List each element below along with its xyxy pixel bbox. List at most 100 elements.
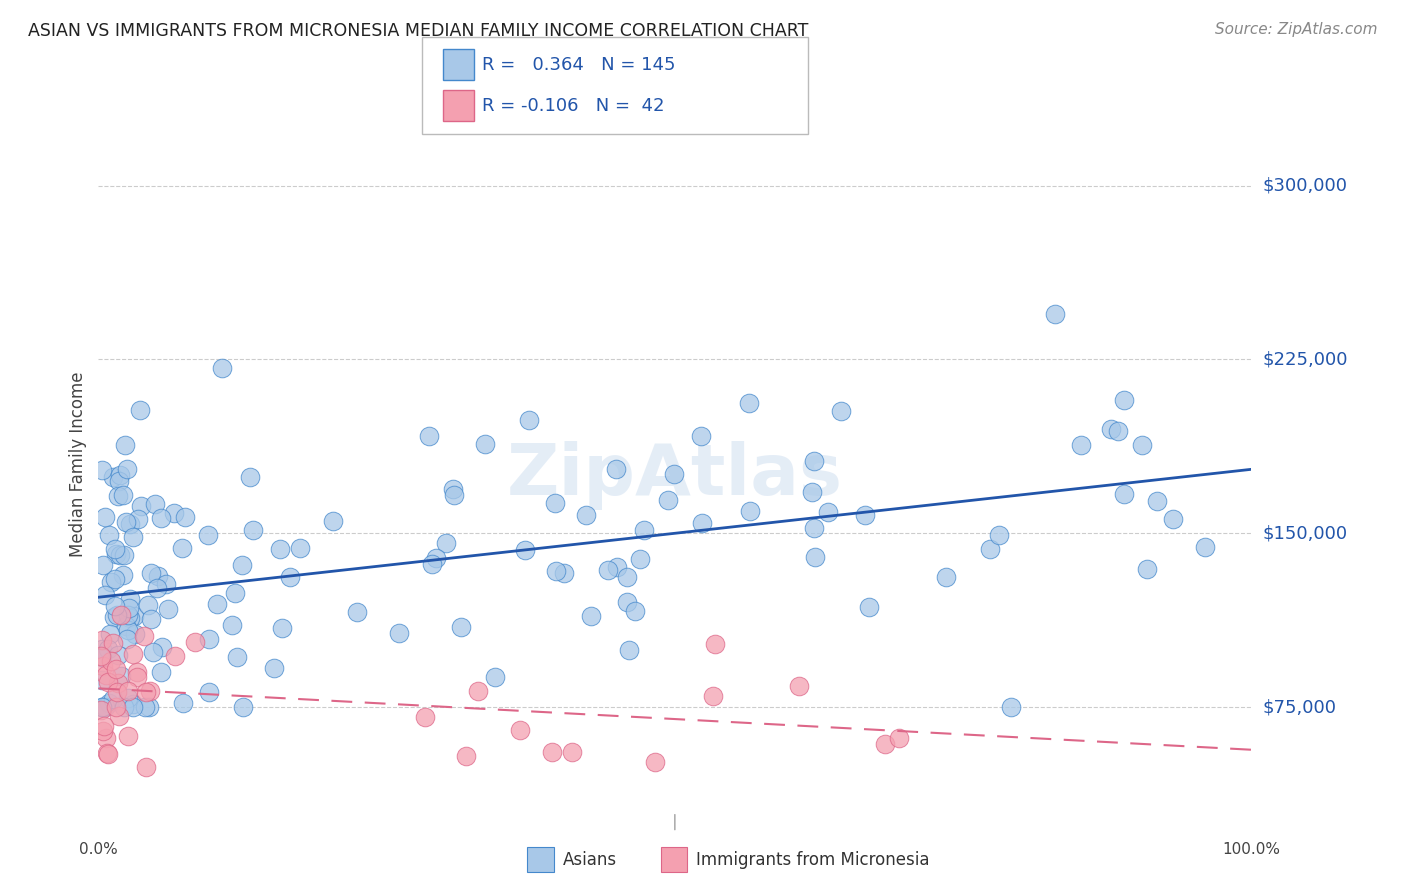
Point <box>94 588 117 602</box>
Point <box>388 626 411 640</box>
Point <box>139 684 162 698</box>
Point <box>136 598 159 612</box>
Point <box>104 547 127 561</box>
Point <box>174 510 197 524</box>
Text: $225,000: $225,000 <box>1263 351 1348 368</box>
Point <box>242 523 264 537</box>
Point <box>346 605 368 619</box>
Point <box>97 642 120 657</box>
Point <box>149 511 172 525</box>
Point <box>624 604 647 618</box>
Point <box>118 600 141 615</box>
Point <box>278 570 301 584</box>
Point <box>101 636 124 650</box>
Point <box>269 542 291 557</box>
Point <box>553 566 575 581</box>
Point <box>135 760 157 774</box>
Point <box>803 550 825 565</box>
Point <box>118 591 141 606</box>
Point <box>90 648 112 663</box>
Point <box>657 493 679 508</box>
Point <box>979 541 1001 556</box>
Point <box>425 551 447 566</box>
Text: R =   0.364   N = 145: R = 0.364 N = 145 <box>482 55 676 74</box>
Point <box>224 586 246 600</box>
Point <box>801 484 824 499</box>
Point <box>197 528 219 542</box>
Point <box>605 462 627 476</box>
Point <box>104 572 127 586</box>
Point <box>162 506 184 520</box>
Point <box>467 683 489 698</box>
Point <box>152 640 174 654</box>
Point <box>101 470 124 484</box>
Point <box>105 608 128 623</box>
Point <box>90 633 112 648</box>
Point <box>540 745 562 759</box>
Point <box>93 719 115 733</box>
Text: $300,000: $300,000 <box>1263 177 1347 194</box>
Point <box>434 536 457 550</box>
Point <box>90 673 112 688</box>
Point <box>858 599 880 614</box>
Point <box>1130 438 1153 452</box>
Point <box>887 731 910 745</box>
Point <box>117 729 139 743</box>
Point <box>441 482 464 496</box>
Point <box>94 510 117 524</box>
Point <box>146 569 169 583</box>
Point <box>115 632 138 647</box>
Point <box>112 700 135 714</box>
Point <box>121 530 143 544</box>
Point <box>90 463 112 477</box>
Point <box>420 557 443 571</box>
Point <box>138 700 160 714</box>
Point <box>1112 487 1135 501</box>
Point <box>90 700 112 714</box>
Point <box>141 612 163 626</box>
Point <box>211 360 233 375</box>
Point <box>817 506 839 520</box>
Point <box>105 685 128 699</box>
Y-axis label: Median Family Income: Median Family Income <box>69 371 87 557</box>
Point <box>112 548 135 562</box>
Point <box>184 634 207 648</box>
Point <box>104 599 127 614</box>
Point <box>692 516 714 531</box>
Point <box>239 469 262 483</box>
Point <box>738 504 761 518</box>
Point <box>104 662 127 676</box>
Point <box>149 665 172 680</box>
Point <box>454 749 477 764</box>
Point <box>1136 562 1159 576</box>
Point <box>98 528 121 542</box>
Point <box>117 684 139 698</box>
Text: R = -0.106   N =  42: R = -0.106 N = 42 <box>482 96 665 115</box>
Point <box>163 648 186 663</box>
Point <box>690 429 713 443</box>
Point <box>110 607 132 622</box>
Point <box>561 745 583 759</box>
Point <box>124 627 146 641</box>
Point <box>105 699 128 714</box>
Point <box>121 697 143 711</box>
Point <box>96 668 118 682</box>
Point <box>104 542 127 557</box>
Point <box>121 700 143 714</box>
Point <box>803 520 825 534</box>
Point <box>100 575 122 590</box>
Point <box>1161 512 1184 526</box>
Point <box>271 621 294 635</box>
Point <box>100 654 122 668</box>
Point <box>703 637 725 651</box>
Point <box>221 618 243 632</box>
Point <box>617 643 640 657</box>
Point <box>145 497 167 511</box>
Point <box>107 676 129 690</box>
Point <box>115 516 138 530</box>
Point <box>787 679 810 693</box>
Point <box>172 696 194 710</box>
Point <box>125 669 148 683</box>
Point <box>738 396 761 410</box>
Point <box>100 626 122 640</box>
